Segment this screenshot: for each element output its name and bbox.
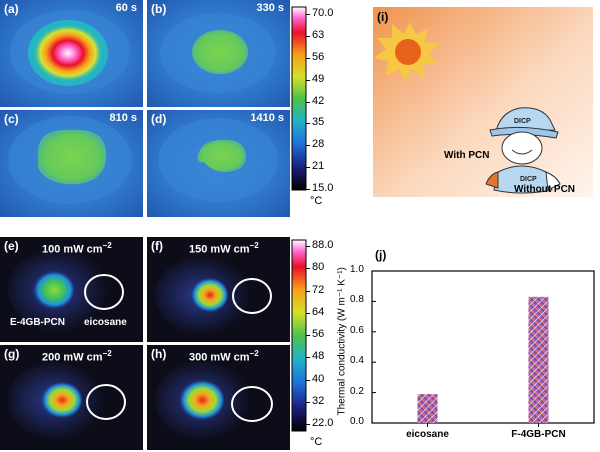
panel-c-label: (c) <box>4 112 19 126</box>
top-colorbar-tick-label: 56 <box>312 50 325 63</box>
panel-b-label: (b) <box>151 2 167 16</box>
panel-g-power: 200 mW cm−2 <box>42 349 112 364</box>
panel-b-image <box>147 0 290 107</box>
top-colorbar-tick-mark <box>306 57 310 59</box>
top-colorbar-unit: °C <box>310 195 323 207</box>
panel-e-image <box>0 237 143 342</box>
with-pcn-label: With PCN <box>444 150 490 161</box>
panel-b-time: 330 s <box>256 2 284 14</box>
eicosane-label: eicosane <box>84 317 127 328</box>
bottom-colorbar-tick-mark <box>306 357 310 359</box>
top-colorbar-tick-mark <box>306 167 310 169</box>
panel-h: (h) 300 mW cm−2 <box>147 345 290 450</box>
bottom-colorbar-tick-label: 88.0 <box>312 239 334 251</box>
panel-a: (a) 60 s <box>0 0 143 107</box>
y-tick-label: 0.6 <box>350 324 364 336</box>
panel-g-image <box>0 345 143 450</box>
panel-e: (e) 100 mW cm−2 E-4GB-PCN eicosane <box>0 237 143 342</box>
top-colorbar-tick-label: 21 <box>312 160 325 173</box>
panel-h-power: 300 mW cm−2 <box>189 349 259 364</box>
character-figure <box>485 107 561 194</box>
e4gb-pcn-label: E-4GB-PCN <box>10 317 66 328</box>
bottom-colorbar-tick-label: 56 <box>312 328 325 340</box>
panel-f: (f) 150 mW cm−2 <box>147 237 290 342</box>
shirt-text: DICP <box>520 176 537 183</box>
top-colorbar-tick-label: 42 <box>312 94 325 107</box>
top-colorbar-tick-mark <box>306 35 310 37</box>
top-colorbar-tick-mark <box>306 79 310 81</box>
panel-h-label: (h) <box>151 347 167 361</box>
bottom-colorbar-tick-label: 72 <box>312 283 325 296</box>
top-colorbar-tick-mark <box>306 145 310 147</box>
panel-d: (d) 1410 s <box>147 110 290 217</box>
panel-g-label: (g) <box>4 347 20 361</box>
x-tick-label: eicosane <box>406 429 449 440</box>
panel-e-label: (e) <box>4 239 19 253</box>
y-tick-label: 0.4 <box>350 355 364 367</box>
bottom-colorbar <box>291 239 307 432</box>
y-tick-label: 1.0 <box>350 264 364 275</box>
bottom-colorbar-tick-mark <box>306 335 310 336</box>
top-colorbar-tick-mark <box>306 101 310 103</box>
top-colorbar-tick-label: 49 <box>312 72 325 85</box>
panel-h-image <box>147 345 290 450</box>
bottom-colorbar-tick-mark <box>306 401 310 403</box>
bottom-colorbar-tick-mark <box>306 268 310 270</box>
chart-j-axes <box>371 270 595 424</box>
y-tick-label: 0.0 <box>350 416 364 427</box>
panel-f-image <box>147 237 290 342</box>
bar-f-4gb-pcn <box>528 296 549 423</box>
chart-j-label: (j) <box>375 248 387 262</box>
panel-f-power: 150 mW cm−2 <box>189 241 259 256</box>
without-pcn-label: Without PCN <box>514 184 576 195</box>
panel-g: (g) 200 mW cm−2 <box>0 345 143 450</box>
top-colorbar-tick-label: 15.0 <box>312 182 334 194</box>
top-colorbar-tick-label: 28 <box>312 138 325 151</box>
bottom-colorbar-tick-mark <box>306 312 310 314</box>
bottom-colorbar-tick-label: 64 <box>312 305 325 318</box>
bottom-colorbar-tick-mark <box>306 424 310 425</box>
panel-i-illustration <box>373 7 593 197</box>
bottom-colorbar-tick-mark <box>306 246 310 247</box>
panel-c-time: 810 s <box>109 112 137 124</box>
bottom-colorbar-unit: °C <box>310 436 323 448</box>
x-tick-label: F-4GB-PCN <box>511 429 566 440</box>
panel-d-time: 1410 s <box>250 112 284 124</box>
panel-i-label: (i) <box>377 10 389 24</box>
panel-a-image <box>0 0 143 107</box>
panel-c-image <box>0 110 143 217</box>
bottom-colorbar-tick-label: 22.0 <box>312 417 334 429</box>
top-colorbar-tick-label: 70.0 <box>312 7 334 19</box>
panel-d-label: (d) <box>151 112 167 126</box>
bottom-colorbar-tick-mark <box>306 379 310 381</box>
top-colorbar-tick-label: 63 <box>312 28 325 41</box>
bottom-colorbar-tick-label: 48 <box>312 350 325 363</box>
panel-a-label: (a) <box>4 2 19 16</box>
panel-c: (c) 810 s <box>0 110 143 217</box>
bottom-colorbar-tick-label: 40 <box>312 372 325 385</box>
top-colorbar-tick-mark <box>306 123 310 125</box>
panel-a-time: 60 s <box>115 2 137 14</box>
bottom-colorbar-tick-label: 80 <box>312 261 325 274</box>
top-colorbar-tick-mark <box>306 189 310 190</box>
bottom-colorbar-tick-mark <box>306 290 310 292</box>
sun-icon <box>374 22 440 82</box>
panel-b: (b) 330 s <box>147 0 290 107</box>
chart-j-ylabel: Thermal conductivity (W m⁻¹ K⁻¹) <box>336 267 348 416</box>
cap-text: DICP <box>514 118 531 125</box>
bar-eicosane <box>417 394 438 423</box>
top-colorbar <box>291 6 307 191</box>
y-tick-label: 0.2 <box>350 385 364 397</box>
top-colorbar-tick-mark <box>306 14 310 15</box>
bottom-colorbar-tick-label: 32 <box>312 394 325 407</box>
top-colorbar-tick-label: 35 <box>312 116 325 129</box>
panel-d-image <box>147 110 290 217</box>
panel-f-label: (f) <box>151 239 163 253</box>
y-tick-label: 0.8 <box>350 294 364 306</box>
panel-e-power: 100 mW cm−2 <box>42 241 112 256</box>
chart-j-marks <box>372 270 549 427</box>
